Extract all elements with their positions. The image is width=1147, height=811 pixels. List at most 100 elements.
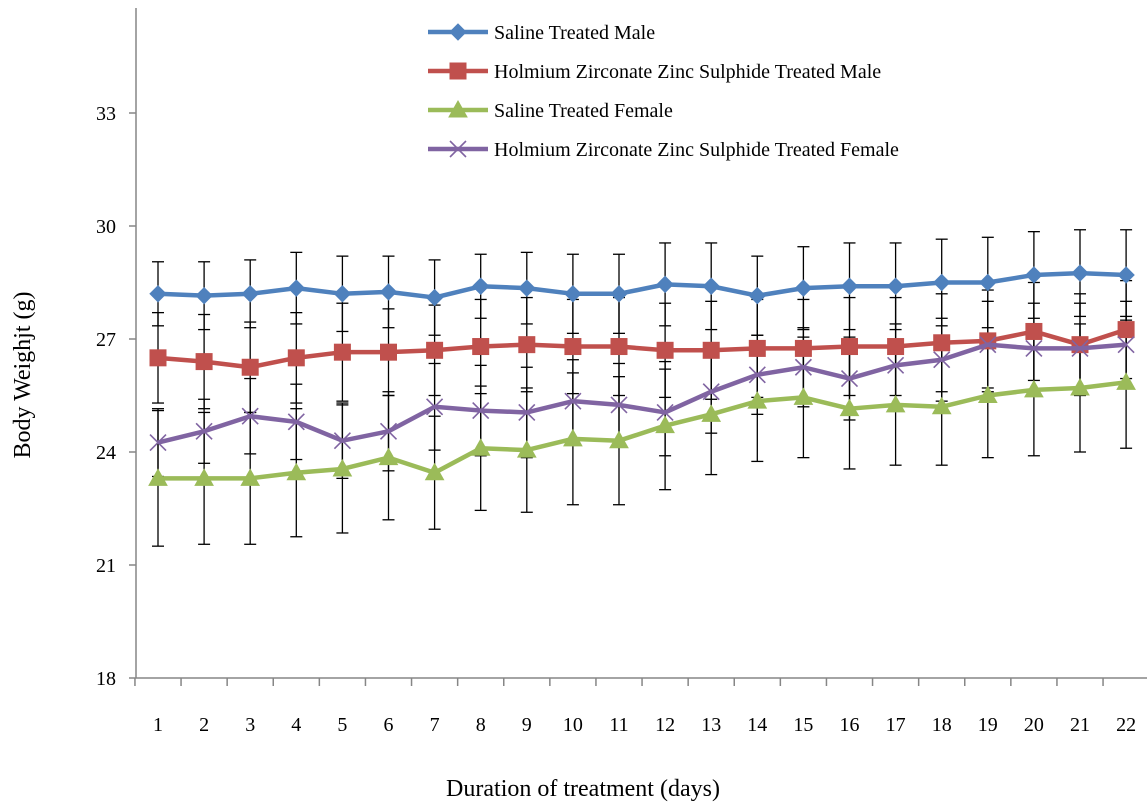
x-tick-label: 7 [430,714,440,736]
x-tick-label: 13 [701,714,721,736]
x-tick-label: 1 [153,714,163,736]
marker-stroke [195,422,213,440]
y-tick-label: 21 [96,555,116,577]
data-point [840,369,859,388]
legend-marker [449,140,467,158]
data-point [656,403,674,422]
series-1 [149,264,1135,307]
legend-entry: Holmium Zirconate Zinc Sulphide Treated … [428,139,899,161]
x-axis-title: Duration of treatment (days) [446,776,720,802]
data-point [195,286,213,305]
legend-label: Holmium Zirconate Zinc Sulphide Treated … [494,139,899,161]
data-point [609,430,629,449]
data-point [518,403,536,422]
data-point [701,404,722,422]
data-point [931,396,952,415]
marker-stroke [1071,339,1089,357]
data-point [426,341,444,359]
data-point [887,338,905,356]
data-point [702,341,720,359]
data-point [518,336,536,354]
data-point [748,339,766,357]
data-point [333,285,352,303]
data-point [240,468,261,486]
data-point [564,338,582,356]
data-point [564,392,582,410]
data-point [1025,339,1043,357]
legend-entry: Saline Treated Male [428,22,655,44]
data-point [886,277,905,295]
data-point [794,339,812,357]
data-point [563,428,583,447]
data-point [148,468,168,486]
data-point [841,338,858,356]
marker-stroke [1025,339,1043,357]
x-tick-label: 3 [245,714,255,736]
data-point [656,341,674,359]
marker-stroke [333,432,351,450]
data-point [793,387,814,405]
data-point [287,349,305,367]
x-tick-label: 4 [291,714,301,736]
y-axis-title: Body Weighjt (g) [10,292,36,459]
data-point [839,398,860,417]
data-series [148,264,1136,486]
x-tick-label: 21 [1070,714,1090,736]
x-tick-label: 14 [747,714,767,736]
y-tick-label: 33 [96,103,116,125]
data-point [286,462,307,481]
data-point [518,279,536,297]
legend-marker [448,99,468,118]
marker-stroke [472,402,490,420]
data-point [933,351,951,369]
data-point [333,343,351,361]
data-point [1070,377,1090,396]
legend-label: Saline Treated Female [494,100,673,122]
x-tick-label: 10 [563,714,583,736]
x-tick-label: 15 [793,714,813,736]
data-point [194,468,214,486]
series-line [157,327,1127,370]
data-point [840,277,859,295]
data-point [1071,339,1089,357]
data-point [241,407,259,425]
data-point [241,285,259,303]
data-point [471,277,490,295]
series-4 [149,336,1135,452]
x-tick-label: 5 [337,714,347,736]
marker-stroke [149,434,167,452]
data-point [1117,266,1135,284]
data-point [655,415,675,434]
x-tick-label: 17 [886,714,906,736]
data-point [702,383,720,401]
x-tick-label: 9 [522,714,532,736]
data-point [149,349,167,367]
data-point [379,422,398,440]
x-tick-label: 12 [655,714,675,736]
data-point [1025,322,1043,340]
data-point [610,396,628,414]
x-tick-label: 2 [199,714,209,736]
marker-stroke [287,413,305,431]
data-point [748,366,766,384]
data-point [516,440,537,458]
x-tick-label: 6 [384,714,394,736]
data-point [1024,379,1044,398]
x-tick-label: 18 [932,714,952,736]
data-point [470,438,491,456]
data-point [747,391,768,409]
data-point [564,285,582,303]
marker-stroke [840,369,859,388]
marker-stroke [241,407,259,425]
data-point [378,447,399,466]
data-point [287,413,305,431]
legend-label: Saline Treated Male [494,22,655,44]
legend-label: Holmium Zirconate Zinc Sulphide Treated … [494,61,881,83]
marker-stroke [426,398,444,416]
data-point [977,385,998,403]
data-point [472,338,490,356]
y-tick-label: 18 [96,668,116,690]
y-tick-label: 30 [96,216,116,238]
series-3 [148,372,1136,486]
